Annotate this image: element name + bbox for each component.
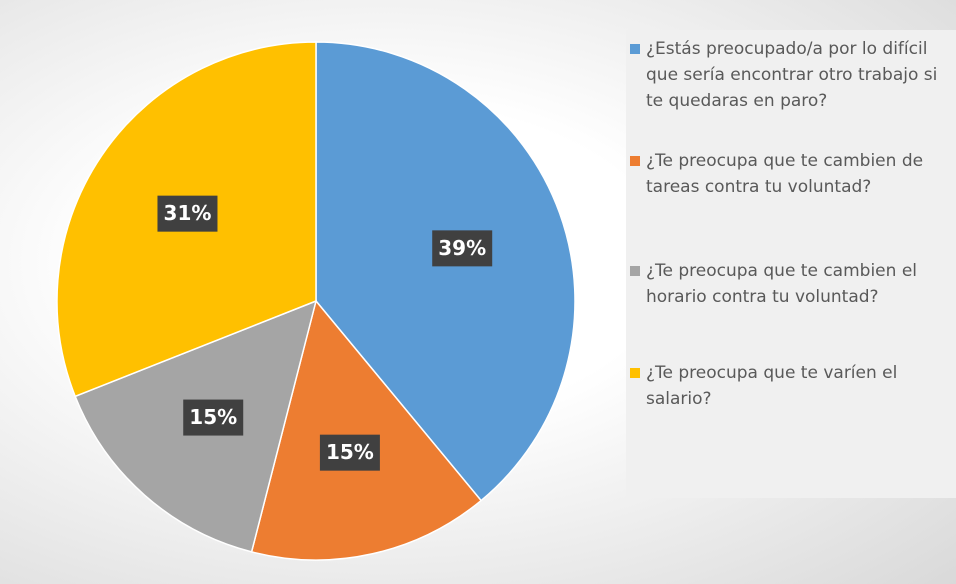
legend-label: ¿Te preocupa que te cambien de tareas co… xyxy=(646,151,924,197)
legend-swatch xyxy=(630,44,640,54)
data-label: 31% xyxy=(164,201,212,225)
data-label: 15% xyxy=(326,440,374,464)
legend: ¿Estás preocupado/a por lo difícil que s… xyxy=(626,30,956,498)
pie-slice xyxy=(315,41,576,502)
legend-swatch xyxy=(630,156,640,166)
legend-swatch xyxy=(630,368,640,378)
pie-slice xyxy=(250,299,483,561)
data-label-box xyxy=(319,434,380,471)
legend-item: ¿Estás preocupado/a por lo difícil que s… xyxy=(626,36,954,114)
data-label: 39% xyxy=(438,236,486,260)
data-label-box xyxy=(157,195,218,232)
legend-swatch xyxy=(630,266,640,276)
legend-item: ¿Te preocupa que te varíen el salario? xyxy=(626,360,954,412)
legend-label: ¿Te preocupa que te varíen el salario? xyxy=(646,363,898,409)
data-label: 15% xyxy=(189,405,237,429)
legend-label: ¿Te preocupa que te cambien el horario c… xyxy=(646,261,917,307)
legend-item: ¿Te preocupa que te cambien el horario c… xyxy=(626,258,954,310)
legend-item: ¿Te preocupa que te cambien de tareas co… xyxy=(626,148,954,200)
legend-label: ¿Estás preocupado/a por lo difícil que s… xyxy=(646,39,938,111)
data-label-box xyxy=(432,230,493,267)
data-label-box xyxy=(183,399,244,436)
